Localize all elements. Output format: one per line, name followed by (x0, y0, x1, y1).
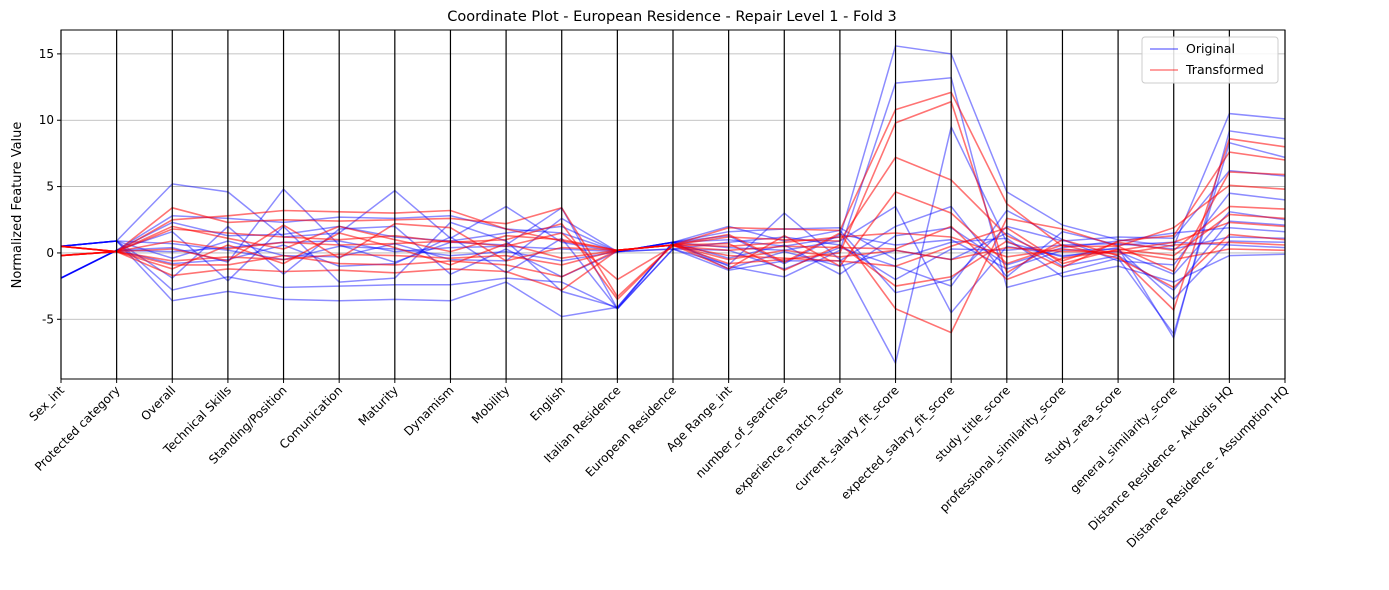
x-tick-label: number_of_searches (693, 383, 791, 481)
y-tick-label: 5 (46, 180, 54, 194)
y-tick-label: 15 (39, 47, 54, 61)
vertical-axes (60, 30, 1286, 379)
plot-frame (60, 29, 1286, 380)
x-tick-label: European Residence (583, 383, 679, 479)
legend: Original Transformed (1141, 36, 1279, 84)
x-tick-label: general_similarity_score (1067, 383, 1180, 496)
y-tick-label: -5 (42, 312, 54, 326)
x-tick-label: expected_salary_fit_score (838, 383, 957, 502)
x-tick-label: experience_match_score (731, 383, 846, 498)
legend-label: Transformed (1185, 62, 1264, 77)
y-axis-label: Normalized Feature Value (10, 122, 25, 289)
x-tick-label: English (527, 383, 568, 424)
y-tick-label: 10 (39, 113, 54, 127)
y-tick-label: 0 (46, 246, 54, 260)
x-tick-label: Sex_int (26, 383, 67, 424)
x-tick-label: Maturity (356, 383, 401, 428)
y-ticks: -5 0 5 10 15 (39, 47, 61, 326)
x-tick-label: Overall (138, 383, 178, 423)
legend-label: Original (1186, 41, 1235, 56)
x-tick-label: Mobility (469, 383, 512, 426)
x-tick-label: Dynamism (401, 383, 456, 438)
chart-title: Coordinate Plot - European Residence - R… (447, 9, 897, 25)
x-tick-label: current_salary_fit_score (791, 383, 901, 493)
